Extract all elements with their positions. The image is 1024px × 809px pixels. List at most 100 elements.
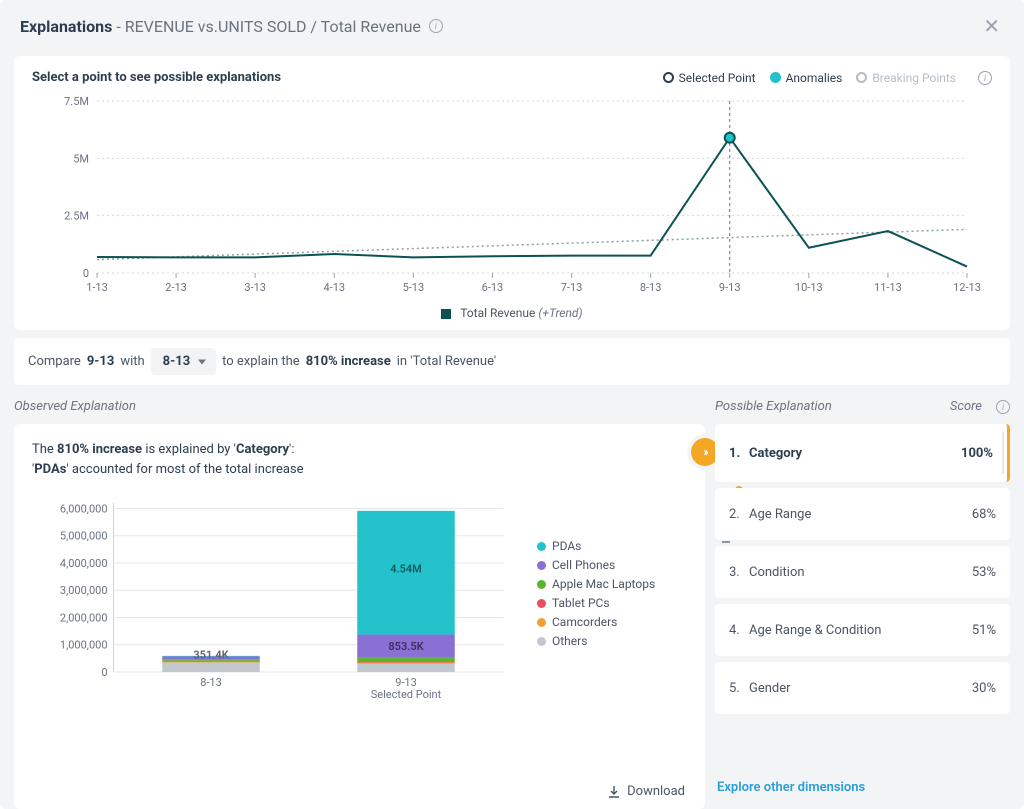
- legend-item[interactable]: Apple Mac Laptops: [537, 577, 687, 591]
- legend-item[interactable]: PDAs: [537, 539, 687, 553]
- bar-chart-legend: PDAs Cell Phones Apple Mac Laptops Tablet P…: [537, 497, 687, 702]
- svg-text:12-13: 12-13: [953, 281, 981, 294]
- legend-label: Apple Mac Laptops: [552, 577, 655, 591]
- svg-text:2.5M: 2.5M: [64, 210, 89, 223]
- compare-mid: with: [120, 354, 144, 369]
- compare-tail2: in 'Total Revenue': [397, 354, 496, 369]
- svg-text:4-13: 4-13: [323, 281, 345, 294]
- legend-marker: [770, 72, 781, 83]
- svg-text:3-13: 3-13: [244, 281, 266, 294]
- possible-title: Possible Explanation: [715, 399, 832, 414]
- possible-column: Possible Explanation Score i 1.Category1…: [715, 399, 1010, 809]
- svg-text:1,000,000: 1,000,000: [60, 639, 108, 652]
- stacked-bar-chart[interactable]: 01,000,0002,000,0003,000,0004,000,0005,0…: [32, 497, 527, 702]
- legend-label: Tablet PCs: [552, 596, 610, 610]
- explore-dimensions-link[interactable]: Explore other dimensions: [715, 774, 1010, 809]
- info-icon[interactable]: i: [978, 71, 992, 85]
- legend-label: Total Revenue: [460, 306, 535, 320]
- download-label: Download: [627, 784, 685, 799]
- item-score: 100%: [961, 446, 993, 461]
- legend-item[interactable]: Tablet PCs: [537, 596, 687, 610]
- chart-instruction: Select a point to see possible explanati…: [32, 70, 281, 85]
- item-number: 4.: [729, 623, 749, 638]
- legend-swatch: [537, 580, 546, 589]
- line-chart-header: Select a point to see possible explanati…: [32, 70, 992, 85]
- legend-swatch: [537, 618, 546, 627]
- close-icon[interactable]: ✕: [979, 14, 1004, 38]
- item-score: 30%: [972, 681, 996, 696]
- point-type-legend: Selected Point Anomalies Breaking Points i: [663, 71, 992, 85]
- compare-bar: Compare 9-13 with 8-13 to explain the 81…: [14, 338, 1010, 385]
- svg-text:4,000,000: 4,000,000: [60, 557, 108, 570]
- legend-item[interactable]: Camcorders: [537, 615, 687, 629]
- legend-label: Selected Point: [679, 71, 756, 85]
- item-name: Category: [749, 446, 961, 461]
- compare-prefix: Compare: [28, 354, 81, 369]
- svg-text:8-13: 8-13: [640, 281, 662, 294]
- svg-text:853.5K: 853.5K: [388, 640, 424, 653]
- svg-text:6-13: 6-13: [482, 281, 504, 294]
- svg-text:4.54M: 4.54M: [390, 563, 422, 576]
- item-score: 51%: [972, 623, 996, 638]
- item-number: 1.: [729, 446, 749, 461]
- possible-item[interactable]: 3.Condition53%: [715, 546, 1010, 598]
- svg-text:10-13: 10-13: [795, 281, 823, 294]
- legend-suffix: (+Trend): [538, 306, 582, 320]
- score-header: Score i: [950, 399, 1010, 414]
- svg-text:2,000,000: 2,000,000: [60, 611, 108, 624]
- possible-item[interactable]: 1.Category100%: [715, 424, 1010, 482]
- compare-point-a: 9-13: [87, 354, 115, 369]
- panel-header: Explanations - REVENUE vs.UNITS SOLD / T…: [0, 0, 1024, 44]
- legend-label: PDAs: [552, 539, 581, 553]
- possible-header: Possible Explanation Score i: [715, 399, 1010, 414]
- possible-item[interactable]: 4.Age Range & Condition51%: [715, 604, 1010, 656]
- possible-item[interactable]: 2.Age Range68%: [715, 488, 1010, 540]
- legend-marker: [663, 72, 674, 83]
- item-name: Age Range & Condition: [749, 623, 972, 638]
- info-icon[interactable]: i: [996, 400, 1010, 414]
- legend-item[interactable]: Cell Phones: [537, 558, 687, 572]
- item-score: 53%: [972, 565, 996, 580]
- svg-text:8-13: 8-13: [200, 676, 222, 689]
- svg-text:351.4K: 351.4K: [193, 648, 229, 661]
- explanation-section: Observed Explanation The 810% increase i…: [14, 399, 1010, 809]
- legend-swatch: [441, 309, 451, 319]
- svg-text:1-13: 1-13: [86, 281, 108, 294]
- info-icon[interactable]: i: [429, 19, 443, 33]
- svg-text:7-13: 7-13: [561, 281, 583, 294]
- legend-swatch: [537, 599, 546, 608]
- legend-item-selected-point[interactable]: Selected Point: [663, 71, 756, 85]
- legend-label: Breaking Points: [872, 71, 956, 85]
- legend-swatch: [537, 561, 546, 570]
- observed-title: Observed Explanation: [14, 399, 705, 414]
- svg-text:0: 0: [101, 666, 107, 679]
- compare-tail1: to explain the: [222, 354, 300, 369]
- svg-text:2-13: 2-13: [165, 281, 187, 294]
- svg-text:3,000,000: 3,000,000: [60, 584, 108, 597]
- legend-swatch: [537, 542, 546, 551]
- observed-text: The 810% increase is explained by 'Categ…: [32, 440, 552, 479]
- download-button[interactable]: Download: [32, 780, 687, 799]
- legend-swatch: [537, 637, 546, 646]
- svg-text:11-13: 11-13: [874, 281, 902, 294]
- legend-item-breaking-points[interactable]: Breaking Points: [856, 71, 956, 85]
- observed-card: The 810% increase is explained by 'Categ…: [14, 424, 705, 809]
- line-chart-legend: Total Revenue (+Trend): [32, 306, 992, 320]
- svg-text:5M: 5M: [73, 152, 89, 165]
- possible-item[interactable]: 5.Gender30%: [715, 662, 1010, 714]
- item-score: 68%: [972, 507, 996, 522]
- legend-label: Cell Phones: [552, 558, 615, 572]
- legend-item[interactable]: Others: [537, 634, 687, 648]
- panel-title-main: Explanations: [20, 17, 112, 36]
- line-chart[interactable]: 02.5M5M7.5M1-132-133-134-135-136-137-138…: [32, 93, 992, 298]
- possible-list: 1.Category100% 2.Age Range68% 3.Condition5…: [715, 424, 1010, 764]
- item-number: 3.: [729, 565, 749, 580]
- svg-text:6,000,000: 6,000,000: [60, 502, 108, 515]
- compare-percent: 810% increase: [306, 354, 391, 369]
- legend-item-anomalies[interactable]: Anomalies: [770, 71, 843, 85]
- compare-dropdown[interactable]: 8-13: [151, 348, 217, 375]
- line-chart-card: Select a point to see possible explanati…: [14, 56, 1010, 330]
- svg-text:7.5M: 7.5M: [64, 95, 89, 108]
- legend-marker: [856, 72, 867, 83]
- bar-chart-zone: 01,000,0002,000,0003,000,0004,000,0005,0…: [32, 497, 687, 702]
